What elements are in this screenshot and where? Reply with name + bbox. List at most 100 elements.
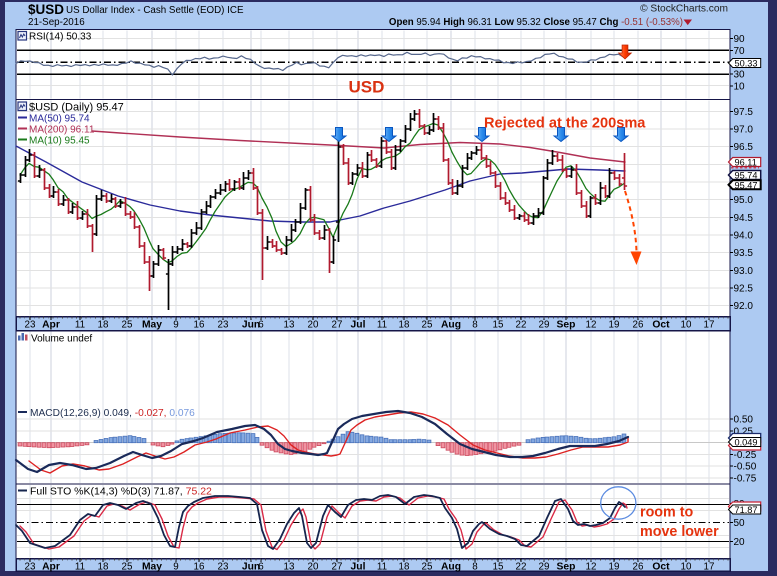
- svg-text:Full STO %K(14,3) %D(3) 71.87,: Full STO %K(14,3) %D(3) 71.87, 75.22: [30, 486, 212, 498]
- svg-text:Aug: Aug: [441, 320, 461, 331]
- svg-text:93.0: 93.0: [734, 266, 754, 277]
- svg-text:8: 8: [472, 320, 478, 331]
- svg-text:18: 18: [399, 320, 410, 331]
- svg-text:May: May: [142, 562, 162, 573]
- svg-text:Sep: Sep: [557, 562, 576, 573]
- svg-text:$USD (Daily) 95.47: $USD (Daily) 95.47: [29, 102, 124, 114]
- svg-text:18: 18: [98, 562, 109, 573]
- svg-text:30: 30: [734, 70, 746, 81]
- svg-text:23: 23: [25, 562, 36, 573]
- svg-text:94.0: 94.0: [734, 231, 754, 242]
- svg-text:Rejected at the 200sma: Rejected at the 200sma: [484, 116, 646, 132]
- svg-text:room to: room to: [640, 505, 693, 521]
- svg-text:-0.25: -0.25: [734, 450, 757, 461]
- svg-text:0.25: 0.25: [734, 427, 754, 438]
- svg-text:95.74: 95.74: [735, 171, 758, 181]
- svg-text:71.87: 71.87: [735, 505, 758, 515]
- svg-text:70: 70: [734, 46, 746, 57]
- svg-text:23: 23: [218, 562, 229, 573]
- svg-text:20: 20: [308, 320, 319, 331]
- svg-text:94.5: 94.5: [734, 213, 754, 224]
- svg-text:95.0: 95.0: [734, 195, 754, 206]
- svg-text:Jul: Jul: [351, 320, 366, 331]
- svg-text:Open 95.94 High 96.31 Low 95.3: Open 95.94 High 96.31 Low 95.32 Close 95…: [389, 17, 683, 28]
- svg-text:15: 15: [493, 320, 504, 331]
- svg-text:25: 25: [122, 320, 133, 331]
- svg-text:21-Sep-2016: 21-Sep-2016: [28, 17, 85, 28]
- svg-text:97.5: 97.5: [734, 107, 754, 118]
- svg-text:23: 23: [25, 320, 36, 331]
- svg-text:16: 16: [194, 320, 205, 331]
- svg-text:90: 90: [734, 34, 746, 45]
- svg-text:6: 6: [258, 562, 264, 573]
- svg-text:15: 15: [493, 562, 504, 573]
- svg-text:92.5: 92.5: [734, 284, 754, 295]
- svg-text:MA(50) 95.74: MA(50) 95.74: [29, 114, 90, 125]
- svg-text:18: 18: [399, 562, 410, 573]
- svg-text:10: 10: [734, 82, 746, 93]
- svg-text:27: 27: [332, 320, 343, 331]
- svg-text:move lower: move lower: [640, 524, 719, 540]
- svg-text:Apr: Apr: [42, 562, 60, 573]
- svg-text:10: 10: [681, 562, 692, 573]
- svg-text:MACD(12,26,9) 0.049, -0.027, 0: MACD(12,26,9) 0.049, -0.027, 0.076: [30, 408, 195, 419]
- svg-text:92.0: 92.0: [734, 301, 754, 312]
- svg-text:13: 13: [284, 320, 295, 331]
- svg-text:Volume undef: Volume undef: [31, 334, 92, 345]
- svg-text:10: 10: [681, 320, 692, 331]
- svg-text:17: 17: [704, 320, 715, 331]
- svg-text:-0.75: -0.75: [734, 474, 757, 485]
- svg-text:12: 12: [586, 320, 597, 331]
- svg-text:Oct: Oct: [652, 320, 670, 331]
- svg-text:19: 19: [609, 320, 620, 331]
- svg-text:Aug: Aug: [441, 562, 461, 573]
- svg-text:96.11: 96.11: [735, 158, 757, 168]
- svg-text:29: 29: [539, 562, 550, 573]
- svg-text:50: 50: [734, 518, 746, 529]
- svg-text:9: 9: [173, 320, 178, 331]
- svg-text:MA(200) 96.11: MA(200) 96.11: [29, 125, 95, 136]
- svg-text:0.049: 0.049: [735, 438, 758, 448]
- svg-text:50.33: 50.33: [735, 59, 758, 69]
- svg-text:© StockCharts.com: © StockCharts.com: [640, 4, 728, 15]
- svg-text:17: 17: [704, 562, 715, 573]
- svg-text:96.5: 96.5: [734, 142, 754, 153]
- svg-text:Apr: Apr: [42, 320, 60, 331]
- svg-text:18: 18: [98, 320, 109, 331]
- svg-text:Jul: Jul: [351, 562, 366, 573]
- svg-text:8: 8: [472, 562, 478, 573]
- svg-text:16: 16: [194, 562, 205, 573]
- svg-text:19: 19: [609, 562, 620, 573]
- svg-text:Jun: Jun: [242, 562, 260, 573]
- svg-text:-0.50: -0.50: [734, 462, 757, 473]
- svg-text:9: 9: [173, 562, 178, 573]
- svg-text:25: 25: [122, 562, 133, 573]
- svg-text:12: 12: [586, 562, 597, 573]
- svg-text:0.50: 0.50: [734, 415, 754, 426]
- svg-text:MA(10) 95.45: MA(10) 95.45: [29, 136, 90, 147]
- svg-text:11: 11: [377, 562, 387, 573]
- svg-text:Oct: Oct: [652, 562, 670, 573]
- svg-text:25: 25: [422, 320, 433, 331]
- svg-text:22: 22: [516, 320, 527, 331]
- svg-text:97.0: 97.0: [734, 125, 754, 136]
- svg-text:6: 6: [258, 320, 264, 331]
- svg-text:25: 25: [422, 562, 433, 573]
- svg-text:95.47: 95.47: [735, 180, 758, 190]
- svg-text:26: 26: [633, 562, 644, 573]
- svg-text:11: 11: [75, 562, 85, 573]
- svg-text:20: 20: [308, 562, 319, 573]
- svg-text:Sep: Sep: [557, 320, 576, 331]
- svg-text:26: 26: [633, 320, 644, 331]
- svg-text:May: May: [142, 320, 162, 331]
- svg-text:93.5: 93.5: [734, 248, 754, 259]
- svg-text:23: 23: [218, 320, 229, 331]
- svg-text:11: 11: [75, 320, 85, 331]
- svg-text:27: 27: [332, 562, 343, 573]
- svg-text:US Dollar Index - Cash Settle: US Dollar Index - Cash Settle (EOD) ICE: [66, 5, 244, 16]
- svg-text:20: 20: [734, 537, 746, 548]
- svg-text:22: 22: [516, 562, 527, 573]
- svg-text:RSI(14) 50.33: RSI(14) 50.33: [29, 32, 92, 43]
- svg-text:$USD: $USD: [28, 2, 64, 17]
- svg-text:Jun: Jun: [242, 320, 260, 331]
